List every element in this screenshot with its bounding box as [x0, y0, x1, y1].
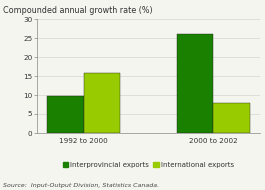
Legend: Interprovincial exports, International exports: Interprovincial exports, International e… [60, 159, 237, 171]
Bar [177, 34, 213, 133]
Bar [213, 103, 250, 133]
Bar [47, 96, 83, 133]
Bar [83, 73, 120, 133]
Text: Source:  Input-Output Division, Statistics Canada.: Source: Input-Output Division, Statistic… [3, 183, 159, 188]
Text: Compounded annual growth rate (%): Compounded annual growth rate (%) [3, 6, 152, 15]
